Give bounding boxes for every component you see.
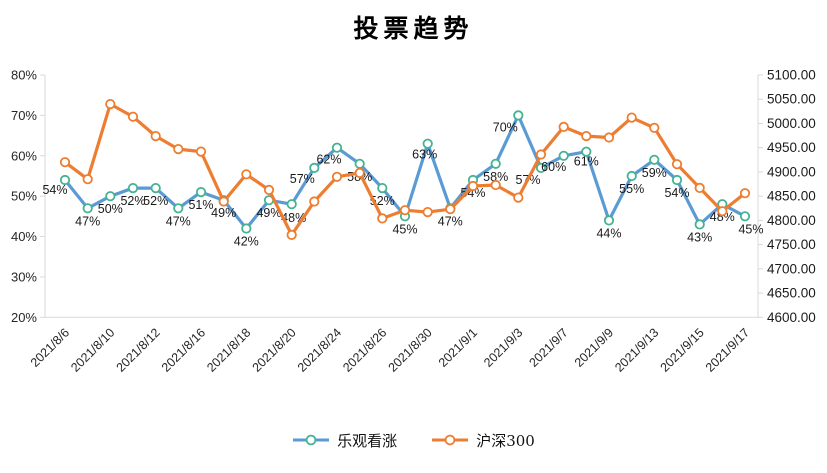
svg-text:4900.00: 4900.00 <box>767 164 816 179</box>
chart-legend: 乐观看涨 沪深300 <box>0 422 827 458</box>
svg-text:5050.00: 5050.00 <box>767 92 816 107</box>
svg-text:2021/9/1: 2021/9/1 <box>436 325 480 369</box>
legend-marker-blue <box>305 434 317 446</box>
svg-text:2021/9/13: 2021/9/13 <box>612 325 661 374</box>
svg-text:4700.00: 4700.00 <box>767 261 816 276</box>
legend-label-hs300: 沪深300 <box>476 431 535 450</box>
data-labels-bullish: 54%47%50%52%52%47%51%49%42%49% 48%57%62%5… <box>42 120 763 248</box>
svg-text:2021/8/6: 2021/8/6 <box>28 325 72 369</box>
svg-text:47%: 47% <box>438 214 463 228</box>
svg-text:47%: 47% <box>166 214 191 228</box>
svg-text:50%: 50% <box>98 202 123 216</box>
svg-text:2021/9/7: 2021/9/7 <box>526 325 570 369</box>
svg-text:4800.00: 4800.00 <box>767 213 816 228</box>
right-axis-labels: 5100.00 5050.00 5000.00 4950.00 4900.00 4850.… <box>758 68 816 325</box>
svg-text:4850.00: 4850.00 <box>767 189 816 204</box>
svg-text:2021/8/18: 2021/8/18 <box>204 325 253 374</box>
svg-text:4750.00: 4750.00 <box>767 237 816 252</box>
svg-text:57%: 57% <box>290 172 315 186</box>
svg-text:80%: 80% <box>11 68 37 83</box>
legend-marker-orange <box>444 434 456 446</box>
svg-text:44%: 44% <box>596 226 621 240</box>
svg-text:47%: 47% <box>75 214 100 228</box>
svg-text:61%: 61% <box>574 155 599 169</box>
svg-text:43%: 43% <box>687 230 712 244</box>
svg-text:54%: 54% <box>664 186 689 200</box>
orange-line-marker-swatch <box>432 434 469 446</box>
legend-item-bullish[interactable]: 乐观看涨 <box>292 430 397 451</box>
svg-text:70%: 70% <box>11 108 37 123</box>
svg-text:52%: 52% <box>143 194 168 208</box>
svg-text:40%: 40% <box>11 229 37 244</box>
svg-text:51%: 51% <box>188 198 213 212</box>
svg-text:42%: 42% <box>234 235 259 249</box>
svg-text:52%: 52% <box>120 194 145 208</box>
legend-label-bullish: 乐观看涨 <box>337 431 398 450</box>
plot-canvas: 80% 70% 60% 50% 40% 30% 20% 5100.00 5050.00 5000.… <box>11 68 816 375</box>
svg-text:48%: 48% <box>710 210 735 224</box>
svg-text:2021/8/10: 2021/8/10 <box>68 325 117 374</box>
svg-text:30%: 30% <box>11 269 37 284</box>
svg-text:2021/8/26: 2021/8/26 <box>340 325 389 374</box>
svg-text:50%: 50% <box>11 189 37 204</box>
svg-text:2021/8/16: 2021/8/16 <box>159 325 208 374</box>
svg-text:2021/9/9: 2021/9/9 <box>572 325 616 369</box>
svg-text:63%: 63% <box>412 148 437 162</box>
chart-title: 投票趋势 <box>353 14 474 43</box>
svg-text:2021/8/24: 2021/8/24 <box>295 325 344 374</box>
svg-text:20%: 20% <box>11 310 37 325</box>
svg-text:4600.00: 4600.00 <box>767 310 816 325</box>
svg-text:5100.00: 5100.00 <box>767 68 816 83</box>
svg-text:54%: 54% <box>42 183 67 197</box>
svg-text:60%: 60% <box>11 148 37 163</box>
svg-text:2021/9/15: 2021/9/15 <box>658 325 707 374</box>
svg-text:2021/9/17: 2021/9/17 <box>703 325 752 374</box>
svg-text:4950.00: 4950.00 <box>767 140 816 155</box>
svg-text:2021/8/30: 2021/8/30 <box>386 325 435 374</box>
svg-text:2021/8/12: 2021/8/12 <box>114 325 163 374</box>
blue-line-marker-swatch <box>293 434 330 446</box>
svg-text:49%: 49% <box>211 206 236 220</box>
x-axis-labels: 2021/8/62021/8/102021/8/122021/8/162021/… <box>28 325 752 374</box>
svg-text:62%: 62% <box>316 153 341 167</box>
svg-text:58%: 58% <box>483 170 508 184</box>
svg-text:59%: 59% <box>642 166 667 180</box>
svg-text:45%: 45% <box>392 222 417 236</box>
svg-text:49%: 49% <box>256 206 281 220</box>
legend-item-hs300[interactable]: 沪深300 <box>431 430 535 451</box>
left-axis-labels: 80% 70% 60% 50% 40% 30% 20% <box>11 68 45 325</box>
svg-text:2021/8/20: 2021/8/20 <box>250 325 299 374</box>
svg-text:55%: 55% <box>619 182 644 196</box>
svg-text:5000.00: 5000.00 <box>767 116 816 131</box>
series-hs300 <box>59 99 751 240</box>
svg-text:70%: 70% <box>493 120 518 134</box>
svg-text:54%: 54% <box>460 186 485 200</box>
svg-text:4650.00: 4650.00 <box>767 286 816 301</box>
svg-text:60%: 60% <box>541 160 566 174</box>
svg-text:2021/9/3: 2021/9/3 <box>481 325 525 369</box>
svg-text:45%: 45% <box>738 222 763 236</box>
